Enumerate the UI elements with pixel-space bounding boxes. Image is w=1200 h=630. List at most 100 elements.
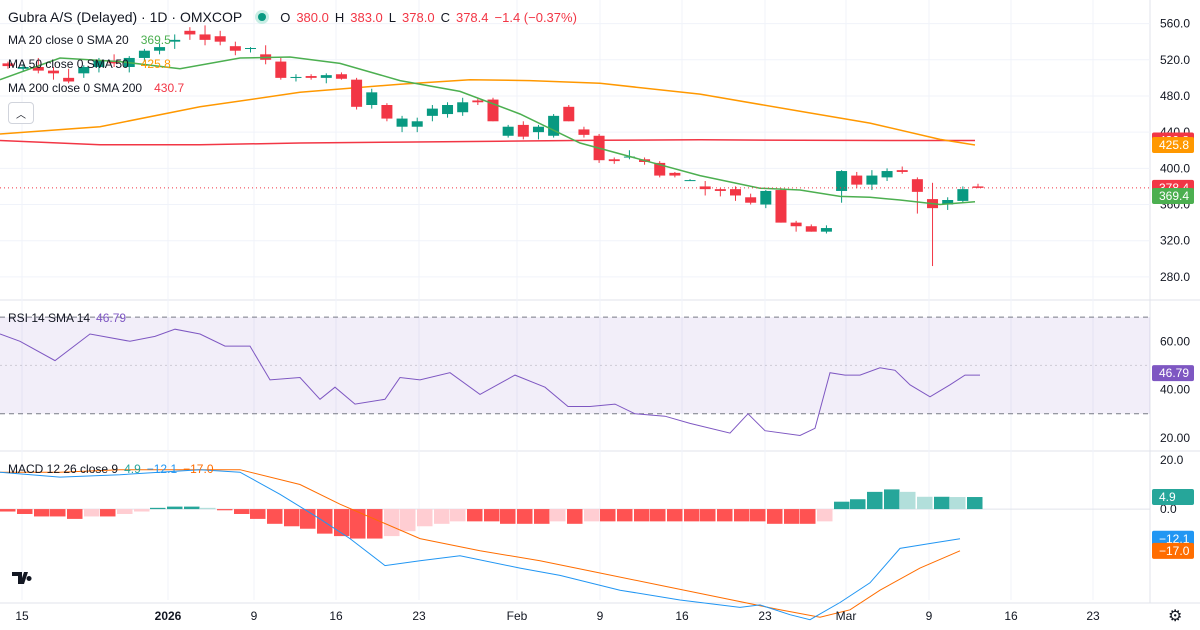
candle xyxy=(366,88,378,109)
rsi-band xyxy=(0,317,1150,414)
candle xyxy=(229,41,241,56)
macd-legend[interactable]: MACD 12 26 close 9 4.9 −12.1 −17.0 xyxy=(8,462,214,476)
macd-tick-label: 20.0 xyxy=(1160,453,1184,467)
collapse-legend-button[interactable]: ︿ xyxy=(8,102,34,124)
candle-body xyxy=(457,102,469,113)
time-axis-label: 16 xyxy=(329,609,343,623)
macd-hist-bar xyxy=(917,496,933,510)
chevron-up-icon: ︿ xyxy=(16,109,26,121)
macd-hist-bar xyxy=(700,509,716,522)
candle-body xyxy=(820,228,832,232)
macd-hist-bar xyxy=(184,506,200,510)
candle-body xyxy=(305,76,317,78)
time-axis-label: 23 xyxy=(412,609,426,623)
candle-body xyxy=(214,36,226,42)
candle xyxy=(972,183,984,189)
tradingview-logo-icon[interactable] xyxy=(10,568,38,592)
ma20-line xyxy=(0,56,976,206)
price-tick-label: 520.0 xyxy=(1160,53,1190,67)
price-tag-label: 369.4 xyxy=(1159,189,1189,203)
ma200-legend[interactable]: MA 200 close 0 SMA 200 430.7 xyxy=(8,81,184,95)
candle xyxy=(836,170,848,203)
candle xyxy=(881,168,893,181)
candle xyxy=(669,171,681,178)
macd-hist-bar xyxy=(617,509,633,522)
macd-tag xyxy=(1152,542,1194,559)
candle xyxy=(245,47,256,53)
time-axis-label: 16 xyxy=(1004,609,1018,623)
low-value: 378.0 xyxy=(402,9,435,25)
time-axis-label: 2026 xyxy=(155,609,182,623)
macd-hist-bar xyxy=(17,509,33,514)
macd-hist-bar xyxy=(284,509,300,527)
candle-body xyxy=(805,226,817,232)
symbol-title[interactable]: Gubra A/S (Delayed) · 1D · OMXCOP xyxy=(8,9,243,25)
candle xyxy=(714,188,726,197)
ma200-name: MA 200 close 0 SMA 200 xyxy=(8,81,143,95)
macd-hist-bar xyxy=(817,509,833,522)
time-axis-label: 9 xyxy=(597,609,604,623)
rsi-legend[interactable]: RSI 14 SMA 14 46.79 xyxy=(8,311,126,325)
candle xyxy=(214,30,226,46)
candle xyxy=(699,181,711,196)
candle-body xyxy=(669,172,681,176)
candle xyxy=(957,186,969,203)
macd-hist-bar xyxy=(900,491,916,510)
high-value: 383.0 xyxy=(350,9,383,25)
rsi-line xyxy=(0,328,980,437)
macd-hist-bar xyxy=(550,509,566,522)
ma50-legend[interactable]: MA 50 close 0 SMA 50 425.8 xyxy=(8,57,171,71)
price-tag xyxy=(1152,188,1194,205)
candle-body xyxy=(47,70,59,74)
candle xyxy=(351,77,363,110)
high-label: H xyxy=(334,9,345,25)
time-axis-label: 9 xyxy=(251,609,258,623)
candle-body xyxy=(320,75,332,78)
candle xyxy=(760,190,772,209)
candle-body xyxy=(32,67,44,71)
time-axis-label: 23 xyxy=(1086,609,1100,623)
candle xyxy=(396,115,408,133)
candle-body xyxy=(229,46,241,51)
macd-hist-value: 4.9 xyxy=(124,462,141,476)
macd-hist-bar xyxy=(134,509,150,512)
candle-body xyxy=(730,189,741,196)
settings-gear-icon[interactable]: ⚙ xyxy=(1168,608,1183,625)
candle xyxy=(305,74,317,80)
candle-body xyxy=(290,76,302,78)
macd-hist-bar xyxy=(800,509,816,524)
candle xyxy=(502,124,514,138)
macd-hist-bar xyxy=(317,509,333,534)
open-value: 380.0 xyxy=(296,9,329,25)
macd-hist-bar xyxy=(850,499,866,510)
candle xyxy=(851,171,863,189)
candle xyxy=(442,102,454,118)
candle-body xyxy=(275,61,287,78)
time-axis-label: 9 xyxy=(926,609,933,623)
time-axis-label: 23 xyxy=(758,609,772,623)
candle xyxy=(169,34,181,49)
macd-tick-label: 0.0 xyxy=(1160,502,1177,516)
macd-hist-bar xyxy=(784,509,800,524)
symbol-header: Gubra A/S (Delayed) · 1D · OMXCOP O 380.0… xyxy=(8,9,577,25)
candle xyxy=(154,43,166,55)
price-tick-label: 320.0 xyxy=(1160,234,1190,248)
macd-hist-bar xyxy=(434,509,450,524)
candle xyxy=(47,67,59,80)
ma20-legend[interactable]: MA 20 close 0 SMA 20 369.5 xyxy=(8,33,171,47)
macd-hist-bar xyxy=(584,509,600,522)
candle-body xyxy=(578,129,590,135)
candle-body xyxy=(335,74,347,79)
ma20-value: 369.5 xyxy=(140,33,171,47)
ma200-value: 430.7 xyxy=(154,81,185,95)
candle-body xyxy=(790,222,802,227)
candle-body xyxy=(396,118,408,127)
time-axis-label: Feb xyxy=(507,609,528,623)
candle xyxy=(578,126,590,138)
candle-body xyxy=(169,39,181,42)
macd-hist-bar xyxy=(467,509,483,522)
macd-signal-line xyxy=(0,469,961,618)
time-axis-label: 15 xyxy=(15,609,29,623)
price-tick-label: 480.0 xyxy=(1160,89,1190,103)
